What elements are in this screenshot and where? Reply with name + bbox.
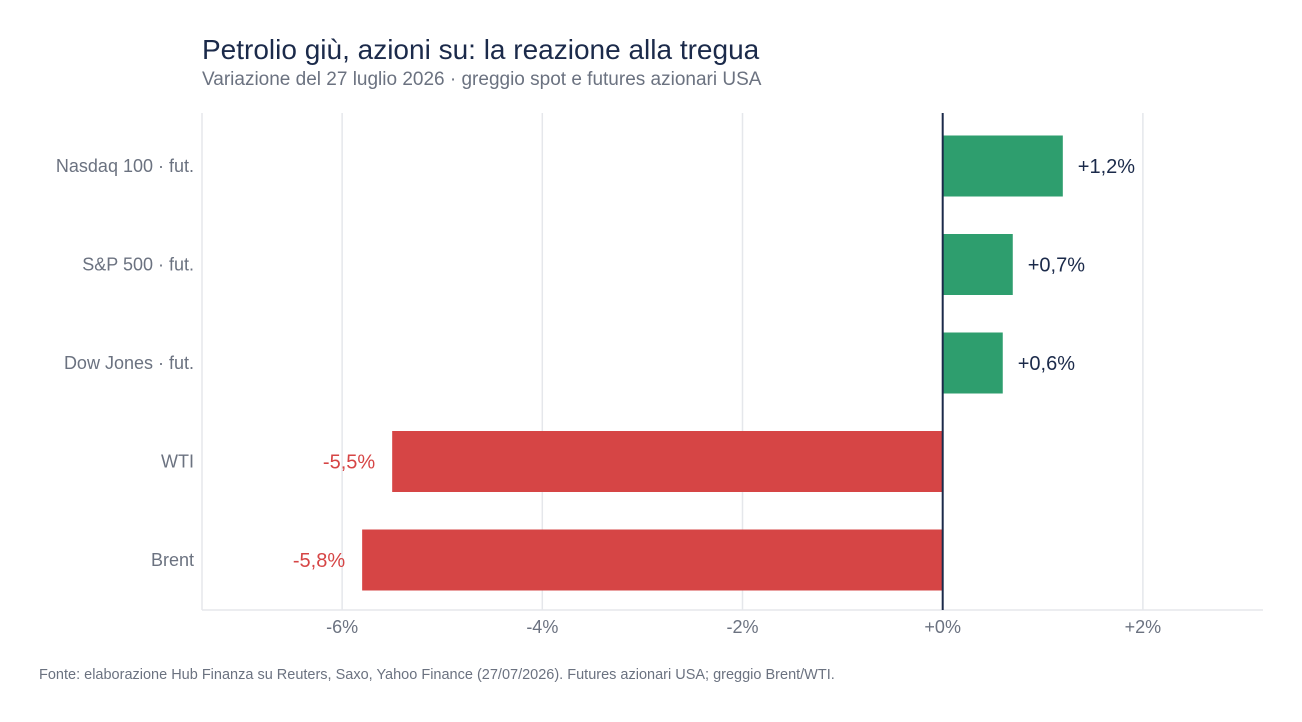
x-tick-label: -4% (526, 617, 558, 637)
x-tick-label: -6% (326, 617, 358, 637)
category-label: Brent (151, 550, 194, 570)
bar (942, 234, 1013, 295)
data-label: +1,2% (1078, 156, 1135, 178)
data-label: +0,6% (1018, 353, 1075, 375)
data-label: +0,7% (1028, 255, 1085, 277)
x-tick-label: +0% (924, 617, 961, 637)
category-label: WTI (161, 452, 194, 472)
bar (392, 431, 943, 492)
category-label: Nasdaq 100 · fut. (56, 156, 194, 176)
x-tick-label: -2% (727, 617, 759, 637)
category-label: S&P 500 · fut. (82, 255, 194, 275)
x-tick-label: +2% (1125, 617, 1162, 637)
chart-title: Petrolio giù, azioni su: la reazione all… (202, 34, 760, 65)
category-label: Dow Jones · fut. (64, 353, 194, 373)
data-label: -5,5% (323, 452, 375, 474)
bar (362, 529, 943, 591)
chart-source: Fonte: elaborazione Hub Finanza su Reute… (39, 667, 835, 683)
bar (942, 332, 1003, 394)
data-label: -5,8% (293, 550, 345, 572)
chart-subtitle: Variazione del 27 luglio 2026 · greggio … (202, 69, 762, 90)
bar (942, 135, 1063, 197)
